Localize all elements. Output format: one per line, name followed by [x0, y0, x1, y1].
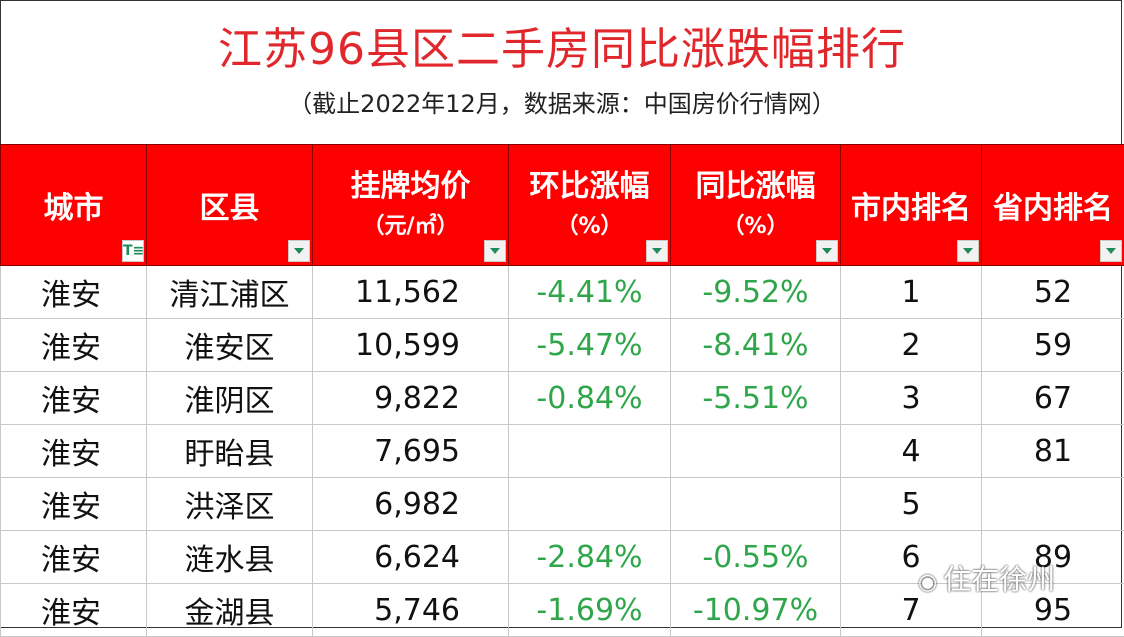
filter-active-icon[interactable]: T≡ — [122, 240, 144, 262]
cell-city: 淮安 — [1, 584, 147, 637]
cell-yoy: -8.41% — [671, 319, 841, 372]
header-mom: 环比涨幅 （%） — [509, 145, 671, 266]
filter-dropdown-icon[interactable] — [957, 240, 979, 262]
watermark-text: 住在徐州 — [943, 563, 1055, 596]
header-city: 城市 T≡ — [1, 145, 147, 266]
cell-mom: -0.84% — [509, 372, 671, 425]
header-prov-rank: 省内排名 — [982, 145, 1124, 266]
cell-city-rank: 2 — [841, 319, 982, 372]
cell-yoy: -10.97% — [671, 584, 841, 637]
cell-district: 淮安区 — [147, 319, 313, 372]
wechat-icon: ◉ — [918, 570, 937, 595]
cell-yoy: -0.55% — [671, 531, 841, 584]
cell-yoy: -9.52% — [671, 266, 841, 319]
cell-prov-rank: 52 — [982, 266, 1124, 319]
header-district: 区县 — [147, 145, 313, 266]
filter-dropdown-icon[interactable] — [1100, 240, 1122, 262]
header-price-unit: （元/㎡） — [313, 212, 508, 242]
cell-price: 10,599 — [313, 319, 509, 372]
header-yoy-unit: （%） — [671, 212, 840, 242]
header-prov-rank-label: 省内排名 — [993, 191, 1113, 226]
cell-district: 淮阴区 — [147, 372, 313, 425]
header-yoy: 同比涨幅 （%） — [671, 145, 841, 266]
cell-city-rank: 4 — [841, 425, 982, 478]
cell-mom: -5.47% — [509, 319, 671, 372]
header-district-label: 区县 — [200, 191, 260, 226]
cell-price: 5,746 — [313, 584, 509, 637]
header-row: 城市 T≡ 区县 挂牌均价 （元/㎡） 环比涨幅 （%） 同比涨幅 （%） — [1, 145, 1124, 266]
cell-prov-rank: 67 — [982, 372, 1124, 425]
cell-city-rank: 5 — [841, 478, 982, 531]
filter-dropdown-icon[interactable] — [816, 240, 838, 262]
filter-dropdown-icon[interactable] — [484, 240, 506, 262]
page-subtitle: （截止2022年12月，数据来源：中国房价行情网） — [0, 88, 1124, 120]
header-city-label: 城市 — [44, 191, 104, 226]
cell-city: 淮安 — [1, 319, 147, 372]
cell-mom — [509, 425, 671, 478]
cell-price: 11,562 — [313, 266, 509, 319]
cell-yoy — [671, 478, 841, 531]
cell-city: 淮安 — [1, 478, 147, 531]
table-row: 淮安 淮安区 10,599 -5.47% -8.41% 2 59 — [1, 319, 1124, 372]
cell-city-rank: 1 — [841, 266, 982, 319]
cell-city: 淮安 — [1, 531, 147, 584]
cell-mom — [509, 478, 671, 531]
cell-yoy: -5.51% — [671, 372, 841, 425]
watermark: ◉住在徐州 — [918, 558, 1055, 598]
header-price: 挂牌均价 （元/㎡） — [313, 145, 509, 266]
cell-prov-rank: 81 — [982, 425, 1124, 478]
page-title: 江苏96县区二手房同比涨跌幅排行 — [0, 22, 1124, 78]
cell-price: 7,695 — [313, 425, 509, 478]
cell-mom: -2.84% — [509, 531, 671, 584]
cell-price: 6,982 — [313, 478, 509, 531]
header-price-label: 挂牌均价 — [313, 168, 508, 206]
cell-district: 盱眙县 — [147, 425, 313, 478]
cell-district: 涟水县 — [147, 531, 313, 584]
cell-prov-rank — [982, 478, 1124, 531]
cell-prov-rank: 59 — [982, 319, 1124, 372]
cell-yoy — [671, 425, 841, 478]
header-yoy-label: 同比涨幅 — [671, 168, 840, 206]
table-row: 淮安 清江浦区 11,562 -4.41% -9.52% 1 52 — [1, 266, 1124, 319]
cell-district: 洪泽区 — [147, 478, 313, 531]
cell-city: 淮安 — [1, 425, 147, 478]
filter-dropdown-icon[interactable] — [646, 240, 668, 262]
cell-district: 清江浦区 — [147, 266, 313, 319]
cell-price: 6,624 — [313, 531, 509, 584]
header-mom-label: 环比涨幅 — [509, 168, 670, 206]
filter-dropdown-icon[interactable] — [288, 240, 310, 262]
table-row: 淮安 淮阴区 9,822 -0.84% -5.51% 3 67 — [1, 372, 1124, 425]
cell-price: 9,822 — [313, 372, 509, 425]
header-city-rank: 市内排名 — [841, 145, 982, 266]
header-mom-unit: （%） — [509, 212, 670, 242]
cell-district: 金湖县 — [147, 584, 313, 637]
cell-city: 淮安 — [1, 266, 147, 319]
cell-city: 淮安 — [1, 372, 147, 425]
header-city-rank-label: 市内排名 — [851, 191, 971, 226]
table-row: 淮安 洪泽区 6,982 5 — [1, 478, 1124, 531]
cell-mom: -4.41% — [509, 266, 671, 319]
cell-mom: -1.69% — [509, 584, 671, 637]
cell-city-rank: 3 — [841, 372, 982, 425]
table-row: 淮安 盱眙县 7,695 4 81 — [1, 425, 1124, 478]
